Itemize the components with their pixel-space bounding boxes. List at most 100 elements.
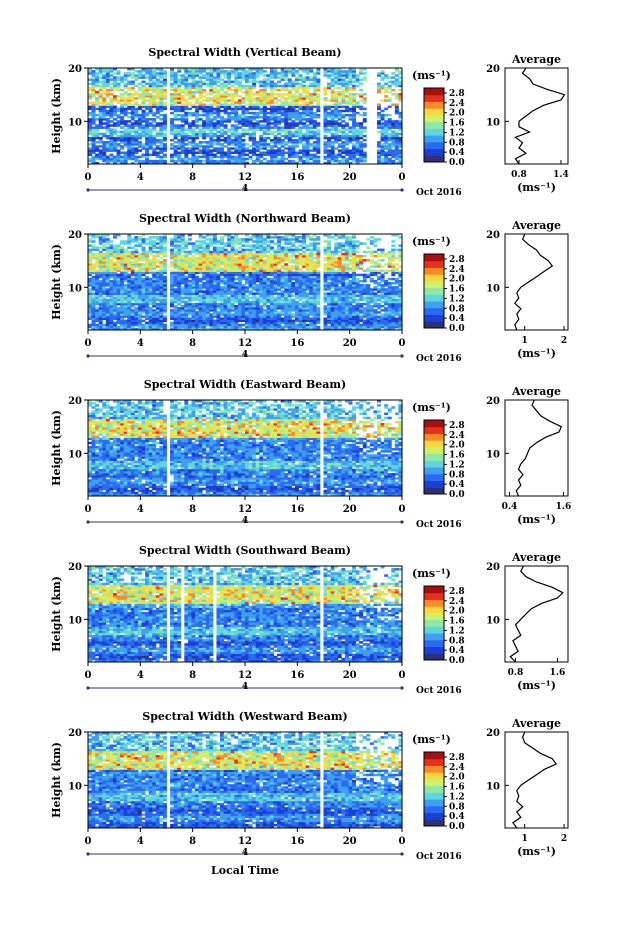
heatmap-cell: [141, 76, 146, 79]
heatmap-cell: [180, 109, 185, 113]
heatmap-cell: [187, 70, 192, 73]
heatmap-cell: [266, 93, 271, 96]
heatmap-cell: [287, 109, 292, 113]
heatmap-cell: [91, 86, 96, 90]
heatmap-cell: [234, 111, 239, 115]
heatmap-cell: [170, 321, 175, 325]
heatmap-cell: [252, 145, 257, 148]
heatmap-cell: [298, 159, 303, 163]
heatmap-cell: [209, 68, 214, 71]
heatmap-cell: [223, 153, 228, 157]
heatmap-cell: [195, 101, 200, 104]
heatmap-cell: [195, 145, 200, 148]
heatmap-cell: [252, 78, 257, 81]
heatmap-cell: [123, 124, 128, 127]
heatmap-cell: [223, 84, 228, 88]
heatmap-cell: [255, 296, 260, 300]
heatmap-cell: [105, 275, 110, 279]
heatmap-cell: [327, 111, 332, 115]
heatmap-cell: [284, 103, 289, 106]
heatmap-cell: [170, 143, 175, 146]
heatmap-cell: [95, 256, 100, 260]
heatmap-cell: [312, 153, 317, 157]
heatmap-cell: [155, 78, 160, 81]
heatmap-cell: [316, 72, 321, 75]
heatmap-cell: [112, 261, 117, 264]
heatmap-cell: [341, 109, 346, 113]
heatmap-cell: [123, 315, 128, 318]
heatmap-cell: [105, 155, 110, 159]
heatmap-cell: [387, 149, 392, 152]
heatmap-cell: [148, 78, 153, 81]
heatmap-cell: [184, 78, 189, 81]
heatmap-cell: [141, 242, 146, 245]
heatmap-cell: [305, 136, 310, 140]
heatmap-cell: [245, 78, 249, 81]
heatmap-cell: [287, 84, 292, 88]
heatmap-cell: [148, 240, 153, 243]
heatmap-cell: [170, 103, 175, 106]
heatmap-cell: [137, 277, 142, 281]
heatmap-cell: [112, 277, 117, 281]
heatmap-cell: [234, 124, 239, 127]
heatmap-cell: [241, 76, 246, 79]
heatmap-cell: [120, 93, 125, 96]
heatmap-cell: [95, 325, 100, 329]
colorbar-tick-label: 0.0: [449, 158, 465, 168]
heatmap-cell: [262, 153, 267, 157]
heatmap-cell: [95, 313, 100, 316]
heatmap-cell: [316, 132, 321, 136]
heatmap-cell: [294, 155, 299, 159]
heatmap-cell: [230, 97, 235, 100]
heatmap-cell: [134, 147, 139, 150]
heatmap-cell: [209, 128, 214, 132]
heatmap-cell: [102, 256, 107, 260]
heatmap-cell: [334, 134, 339, 138]
heatmap-cell: [294, 145, 299, 148]
heatmap-cell: [273, 118, 278, 121]
heatmap-cell: [173, 88, 178, 92]
heatmap-cell: [88, 138, 92, 142]
heatmap-cell: [198, 155, 203, 159]
heatmap-cell: [134, 323, 139, 327]
heatmap-cell: [187, 111, 192, 115]
heatmap-cell: [327, 128, 332, 132]
heatmap-cell: [95, 317, 100, 320]
heatmap-cell: [177, 80, 182, 84]
heatmap-cell: [130, 113, 135, 117]
heatmap-cell: [123, 286, 128, 289]
heatmap-cell: [105, 261, 110, 264]
heatmap-cell: [287, 97, 292, 100]
heatmap-cell: [148, 138, 153, 142]
heatmap-cell: [362, 128, 367, 132]
heatmap-cell: [355, 136, 360, 140]
heatmap-cell: [152, 153, 157, 157]
heatmap-cell: [195, 311, 200, 314]
heatmap-cell: [248, 124, 253, 127]
heatmap-cell: [98, 86, 103, 90]
heatmap-cell: [98, 315, 103, 318]
heatmap-cell: [269, 84, 274, 88]
heatmap-cell: [273, 113, 278, 117]
heatmap-cell: [123, 319, 128, 323]
heatmap-cell: [123, 86, 128, 90]
heatmap-cell: [387, 157, 392, 161]
heatmap-cell: [112, 325, 117, 329]
heatmap-cell: [273, 82, 278, 86]
heatmap-cell: [287, 80, 292, 84]
heatmap-cell: [127, 136, 132, 140]
heatmap-cell: [394, 95, 399, 98]
heatmap-cell: [191, 134, 196, 138]
heatmap-cell: [380, 147, 385, 150]
heatmap-cell: [248, 68, 253, 71]
heatmap-cell: [130, 252, 135, 256]
heatmap-cell: [284, 93, 289, 96]
heatmap-cell: [359, 82, 364, 86]
heatmap-cell: [95, 307, 100, 310]
heatmap-cell: [120, 138, 125, 142]
heatmap-cell: [252, 111, 257, 115]
heatmap-cell: [327, 141, 332, 144]
heatmap-cell: [170, 84, 175, 88]
heatmap-cell: [98, 290, 103, 293]
heatmap-cell: [362, 126, 367, 129]
